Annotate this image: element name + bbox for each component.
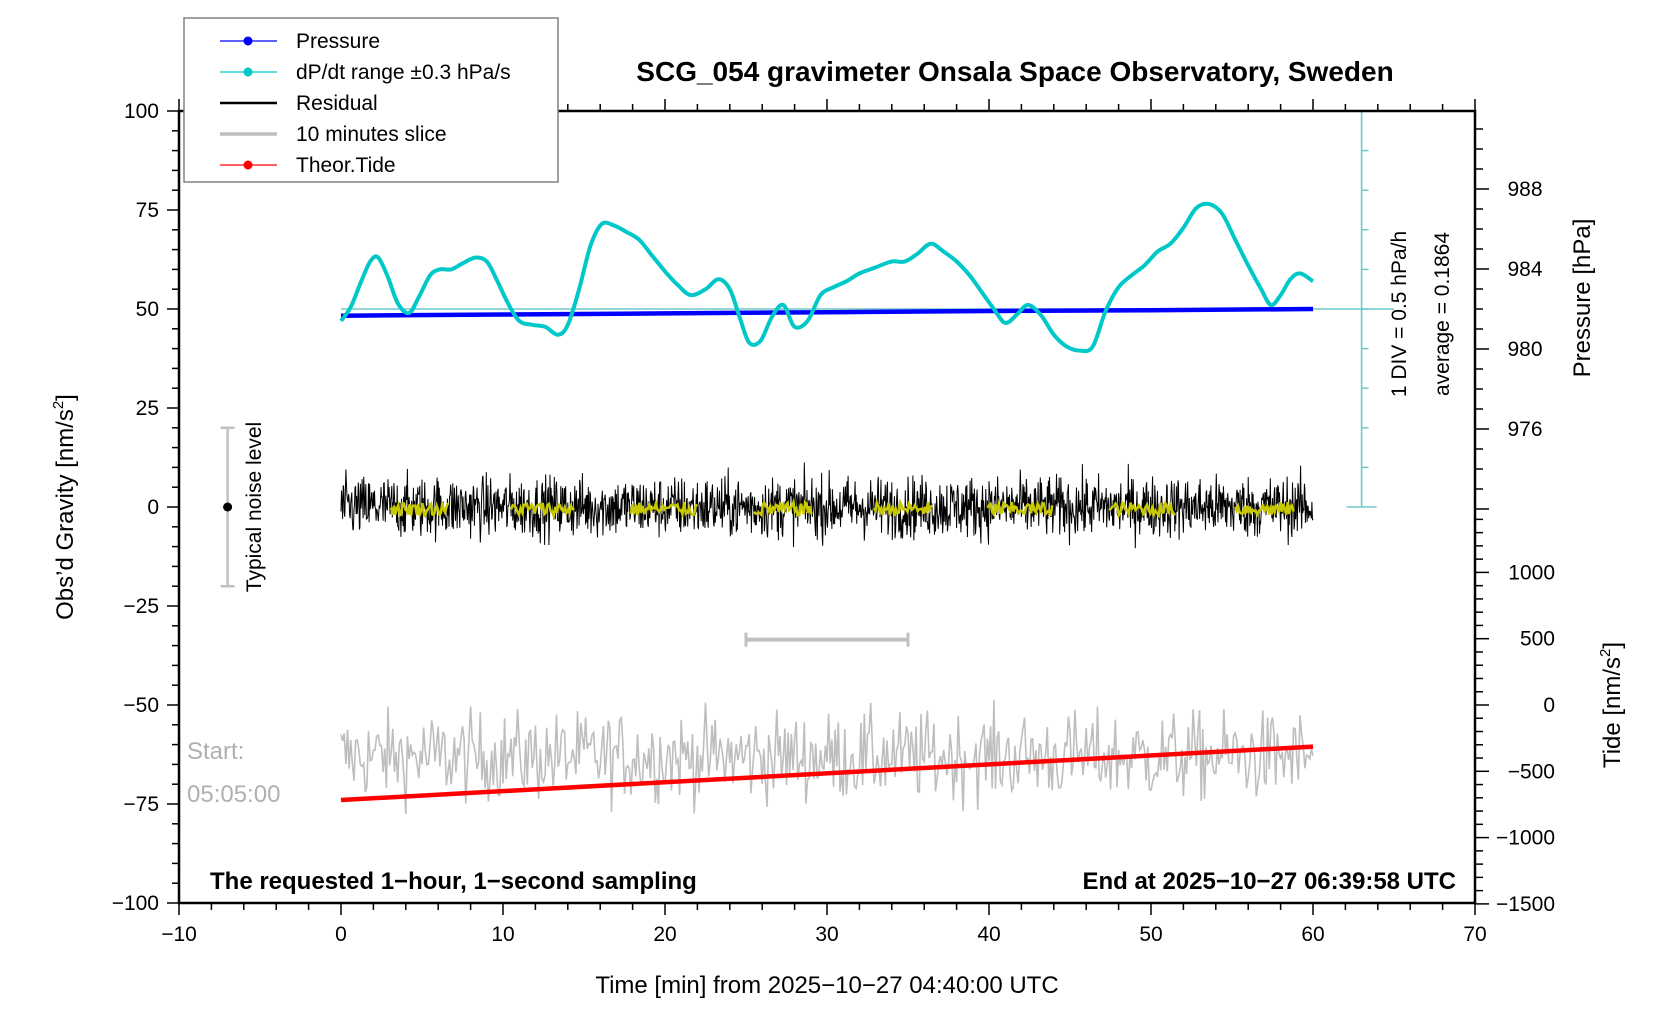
tide-axis-title: Tide [nm/s2] (1597, 642, 1626, 768)
x-tick-label: 70 (1463, 923, 1486, 946)
legend-swatch-dot (243, 160, 253, 170)
x-tick-label: 60 (1301, 923, 1324, 946)
tide-tick-label: −500 (1508, 760, 1555, 783)
y-tick-label: −25 (123, 595, 159, 618)
y-tick-label: 75 (136, 199, 159, 222)
y-tick-label: −50 (123, 694, 159, 717)
y-axis-title-sup: 2 (50, 401, 67, 409)
legend-label: Pressure (296, 30, 380, 53)
noise-level-label: Typical noise level (243, 422, 266, 592)
legend: Pressure dP/dt range ±0.3 hPa/s Residual 10… (183, 17, 559, 183)
dpdt-series-line (339, 201, 1315, 354)
y-axis-title-end: ] (52, 394, 79, 401)
tide-axis-title-sup: 2 (1597, 649, 1614, 657)
slice-series-line (340, 700, 1314, 815)
x-tick-label: 0 (335, 923, 347, 946)
dpdt-average-label: average = 0.1864 (1431, 232, 1454, 396)
x-tick-label: 10 (491, 923, 514, 946)
legend-entry-3: 10 minutes slice (220, 123, 447, 146)
ticks-layer: −10 0 10 20 30 40 50 60 701007550250−25−50−75−10… (112, 99, 1555, 946)
y-tick-label: −75 (123, 793, 159, 816)
sampling-note: The requested 1−hour, 1−second sampling (210, 868, 697, 895)
start-label: Start: (187, 738, 244, 765)
chart-title: SCG_054 gravimeter Onsala Space Observat… (636, 56, 1393, 87)
x-tick-label: 20 (653, 923, 676, 946)
slice-segment-0 (389, 500, 450, 520)
x-tick-label: −10 (161, 923, 197, 946)
slice-segment-3 (753, 497, 813, 518)
x-tick-label: 40 (977, 923, 1000, 946)
y-axis-title: Obs’d Gravity [nm/s2] (50, 394, 79, 620)
x-tick-label: 30 (815, 923, 838, 946)
slice-segment-7 (1234, 502, 1295, 518)
dpdt-div-label: 1 DIV = 0.5 hPa/h (1388, 231, 1411, 397)
pressure-tick-label: 988 (1507, 178, 1542, 201)
legend-entry-0: Pressure (220, 30, 380, 53)
noise-bar-center-dot (223, 502, 233, 512)
legend-swatch-dot (243, 67, 253, 77)
legend-label: dP/dt range ±0.3 hPa/s (296, 61, 511, 84)
legend-label: Theor.Tide (296, 154, 396, 177)
legend-box (183, 17, 559, 183)
slice-segment-5 (986, 498, 1054, 518)
end-time-note: End at 2025−10−27 06:39:58 UTC (1082, 868, 1456, 895)
tide-tick-label: 0 (1543, 694, 1555, 717)
y-tick-label: 25 (136, 397, 159, 420)
tide-tick-label: −1000 (1496, 827, 1555, 850)
legend-entry-4: Theor.Tide (220, 154, 396, 177)
tide-tick-label: 500 (1520, 628, 1555, 651)
legend-swatch-dot (243, 36, 253, 46)
y-tick-label: 0 (147, 496, 159, 519)
x-tick-label: 50 (1139, 923, 1162, 946)
pressure-series-line (340, 306, 1314, 318)
tide-series-line (340, 744, 1314, 803)
data-layer (220, 110, 1394, 815)
y-tick-label: −100 (112, 892, 159, 915)
legend-label: Residual (296, 92, 378, 115)
y-axis-title-main: Obs’d Gravity [nm/s (52, 409, 79, 620)
pressure-tick-label: 984 (1507, 258, 1542, 281)
residual-series-line (340, 462, 1314, 549)
x-axis-title: Time [min] from 2025−10−27 04:40:00 UTC (595, 972, 1058, 999)
tide-tick-label: −1500 (1496, 893, 1555, 916)
pressure-axis-title: Pressure [hPa] (1569, 219, 1596, 378)
tide-axis-title-main: Tide [nm/s (1599, 657, 1626, 768)
legend-entry-1: dP/dt range ±0.3 hPa/s (220, 61, 511, 84)
start-time: 05:05:00 (187, 781, 280, 808)
slice-segment-4 (872, 498, 933, 517)
pressure-tick-label: 980 (1507, 338, 1542, 361)
tide-tick-label: 1000 (1508, 561, 1555, 584)
slice-segment-2 (629, 498, 699, 520)
slice-segment-1 (509, 501, 575, 521)
legend-entry-2: Residual (220, 92, 378, 115)
y-tick-label: 50 (136, 298, 159, 321)
tide-axis-title-end: ] (1599, 642, 1626, 649)
slice-segment-6 (1108, 500, 1177, 520)
legend-label: 10 minutes slice (296, 123, 447, 146)
pressure-tick-label: 976 (1507, 418, 1542, 441)
y-tick-label: 100 (124, 100, 159, 123)
